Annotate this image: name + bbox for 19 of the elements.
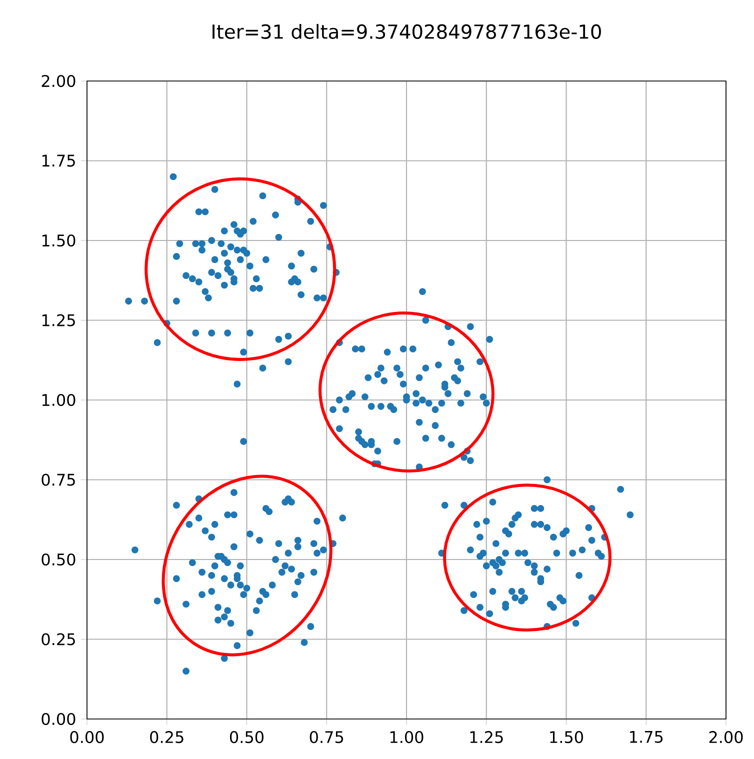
y-tick-label: 0.00 <box>42 712 76 726</box>
y-tick-label: 0.25 <box>42 633 75 646</box>
x-tick-label: 1.50 <box>550 731 583 744</box>
y-tick-label: 1.25 <box>42 314 75 326</box>
y-tick-label: 0.75 <box>42 474 75 486</box>
x-tick-label: 0.25 <box>150 731 184 744</box>
y-tick-label: 2.00 <box>42 74 76 88</box>
y-tick-label: 1.75 <box>42 154 75 167</box>
x-tick-label: 0.50 <box>230 731 264 744</box>
x-tick-label: 2.00 <box>709 731 743 744</box>
x-tick-label: 0.00 <box>70 731 104 744</box>
x-tick-label: 1.75 <box>630 731 663 743</box>
y-tick-label: 0.50 <box>42 553 76 566</box>
chart-title: Iter=31 delta=9.374028497877163e-10 <box>212 24 601 39</box>
y-tick-label: 1.50 <box>42 234 76 247</box>
x-tick-label: 0.75 <box>310 731 344 744</box>
x-tick-label: 1.00 <box>390 731 424 744</box>
x-tick-label: 1.25 <box>470 731 503 744</box>
y-tick-label: 1.00 <box>42 394 76 406</box>
